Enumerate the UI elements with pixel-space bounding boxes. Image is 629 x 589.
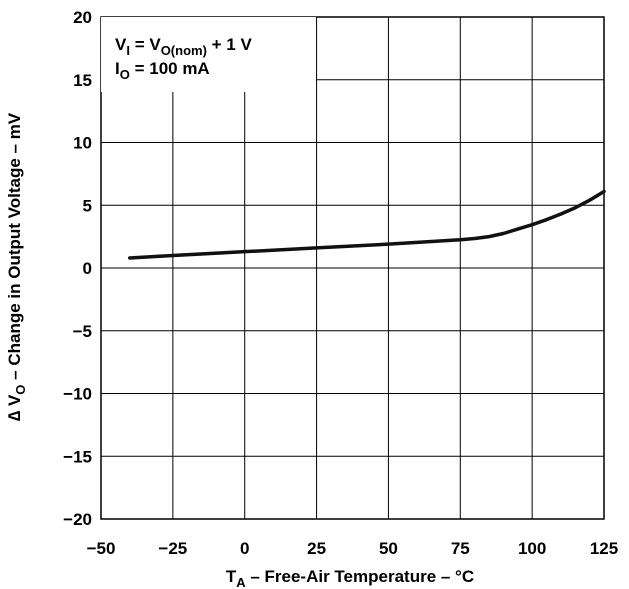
x-tick-label: 25 xyxy=(307,539,326,558)
y-tick-label: 0 xyxy=(83,259,92,278)
series-line xyxy=(127,189,606,260)
y-tick-label: 15 xyxy=(73,71,92,90)
y-axis-label: ∆ VO – Change in Output Voltage – mV xyxy=(5,112,28,421)
x-tick-label: 75 xyxy=(451,539,470,558)
x-tick-label: 50 xyxy=(379,539,398,558)
annotation-box xyxy=(101,17,316,92)
x-axis-label: TA – Free-Air Temperature – °C xyxy=(226,567,474,589)
series xyxy=(127,189,606,260)
x-tick-label: 100 xyxy=(518,539,546,558)
annotation-line-1: VI = VO(nom) + 1 V xyxy=(115,35,252,58)
y-tick-label: 5 xyxy=(83,196,92,215)
y-tick-labels: 20 15 10 5 0 −5 −10 −15 −20 xyxy=(63,8,92,529)
y-tick-label: 20 xyxy=(73,8,92,27)
x-tick-label: −50 xyxy=(87,539,116,558)
annotation-line-2: IO = 100 mA xyxy=(115,59,210,82)
x-tick-label: 0 xyxy=(240,539,249,558)
x-tick-label: 125 xyxy=(590,539,618,558)
x-tick-label: −25 xyxy=(158,539,187,558)
grid xyxy=(100,16,605,520)
y-tick-label: 10 xyxy=(73,134,92,153)
y-tick-label: −20 xyxy=(63,510,92,529)
y-tick-label: −5 xyxy=(73,322,92,341)
plot-border xyxy=(100,16,605,520)
y-tick-label: −15 xyxy=(63,447,92,466)
plot-frame xyxy=(100,16,605,520)
y-tick-label: −10 xyxy=(63,385,92,404)
x-tick-labels: −50 −25 0 25 50 75 100 125 xyxy=(87,539,619,558)
